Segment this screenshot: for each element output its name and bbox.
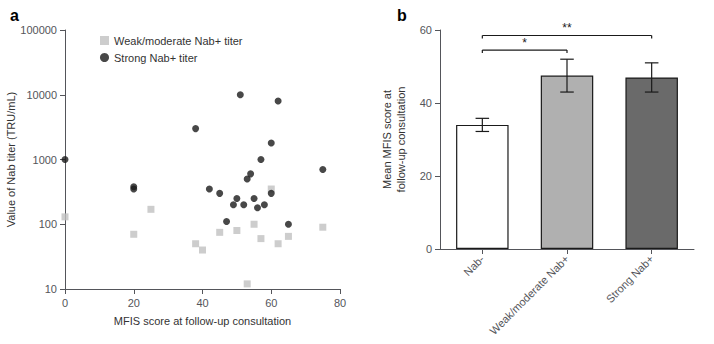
svg-text:0: 0 (426, 243, 432, 255)
svg-text:Strong Nab+ titer: Strong Nab+ titer (114, 52, 198, 64)
svg-text:Value of Nab titer (TRU/mL): Value of Nab titer (TRU/mL) (5, 92, 17, 228)
svg-text:20: 20 (420, 170, 432, 182)
svg-text:80: 80 (334, 297, 346, 309)
svg-text:1000: 1000 (33, 154, 57, 166)
svg-text:100000: 100000 (20, 24, 57, 36)
svg-text:0: 0 (62, 297, 68, 309)
svg-text:Mean MFIS score at: Mean MFIS score at (381, 90, 393, 189)
svg-text:Strong Nab+: Strong Nab+ (604, 253, 656, 305)
svg-text:Weak/moderate Nab+: Weak/moderate Nab+ (487, 253, 571, 337)
svg-text:10: 10 (45, 283, 57, 295)
svg-text:60: 60 (265, 297, 277, 309)
svg-text:a: a (10, 7, 19, 24)
svg-text:b: b (397, 7, 407, 24)
svg-text:follow-up consultation: follow-up consultation (395, 87, 407, 193)
svg-text:40: 40 (196, 297, 208, 309)
svg-text:10000: 10000 (26, 89, 57, 101)
svg-text:MFIS score at follow-up consul: MFIS score at follow-up consultation (114, 315, 291, 327)
svg-text:**: ** (562, 21, 572, 35)
svg-text:Weak/moderate Nab+ titer: Weak/moderate Nab+ titer (114, 35, 243, 47)
svg-text:*: * (522, 36, 527, 50)
svg-text:Nab-: Nab- (461, 253, 487, 279)
svg-text:20: 20 (128, 297, 140, 309)
svg-text:100: 100 (39, 218, 57, 230)
svg-text:60: 60 (420, 24, 432, 36)
svg-text:40: 40 (420, 97, 432, 109)
